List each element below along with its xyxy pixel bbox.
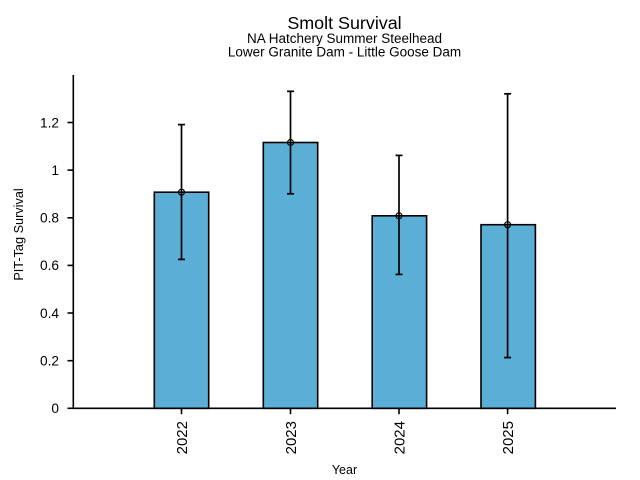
svg-text:2022: 2022 bbox=[174, 421, 191, 454]
svg-text:2024: 2024 bbox=[391, 421, 408, 454]
svg-text:0.6: 0.6 bbox=[40, 258, 59, 273]
svg-text:Lower Granite Dam - Little Goo: Lower Granite Dam - Little Goose Dam bbox=[228, 45, 461, 60]
svg-text:0.2: 0.2 bbox=[40, 354, 59, 369]
svg-text:2023: 2023 bbox=[283, 421, 300, 454]
svg-text:1.2: 1.2 bbox=[40, 115, 59, 130]
svg-text:NA Hatchery Summer Steelhead: NA Hatchery Summer Steelhead bbox=[247, 31, 442, 46]
svg-text:Year: Year bbox=[332, 463, 357, 477]
svg-text:2025: 2025 bbox=[500, 421, 517, 454]
svg-text:0: 0 bbox=[51, 401, 59, 416]
svg-text:PIT-Tag Survival: PIT-Tag Survival bbox=[12, 188, 26, 280]
svg-text:0.8: 0.8 bbox=[40, 211, 59, 226]
svg-text:Smolt Survival: Smolt Survival bbox=[287, 13, 401, 33]
svg-text:0.4: 0.4 bbox=[40, 306, 59, 321]
svg-text:1: 1 bbox=[51, 163, 59, 178]
